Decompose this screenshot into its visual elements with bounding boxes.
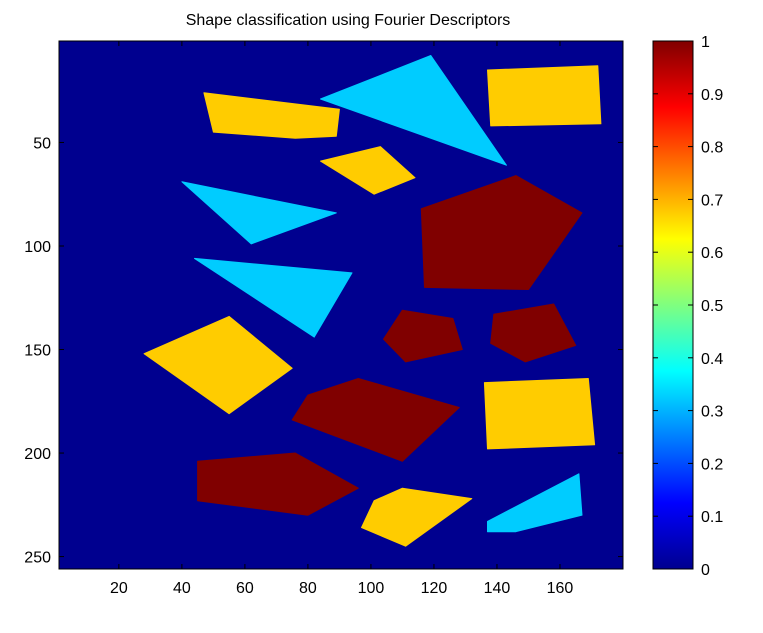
x-tick-label: 60	[236, 580, 254, 597]
x-tick-label: 100	[358, 580, 385, 597]
shape-triangle-5	[181, 181, 337, 245]
colorbar-gradient	[653, 41, 693, 569]
colorbar: 0 0.1 0.2 0.3 0.4 0.5 0.6 0.7 0.8 0.9 1	[652, 34, 723, 579]
colorbar-tick-label: 0.5	[701, 298, 723, 315]
shape-quadrilateral-14	[361, 487, 473, 547]
x-tick-label: 120	[421, 580, 448, 597]
x-tick-label: 20	[110, 580, 128, 597]
x-tick-label: 140	[484, 580, 511, 597]
chart-title: Shape classification using Fourier Descr…	[186, 12, 511, 29]
colorbar-tick-label: 1	[701, 34, 710, 51]
y-axis: 50 100 150 200 250	[24, 135, 623, 567]
shape-quadrilateral-8	[383, 309, 463, 363]
colorbar-tick-label: 0	[701, 562, 710, 579]
shape-quadrilateral-4	[320, 146, 416, 195]
colorbar-tick-label: 0.6	[701, 245, 723, 262]
colorbar-tick-label: 0.9	[701, 87, 723, 104]
shape-quadrilateral-9	[490, 303, 577, 363]
colorbar-tick-label: 0.1	[701, 509, 723, 526]
colorbar-tick-label: 0.7	[701, 192, 723, 209]
x-tick-label: 160	[547, 580, 574, 597]
shape-quadrilateral-1	[203, 92, 340, 139]
colorbar-tick-label: 0.2	[701, 456, 723, 473]
shape-quadrilateral-12	[483, 378, 596, 450]
shape-quadrilateral-3	[487, 65, 602, 127]
shape-quadrilateral-11	[291, 378, 460, 462]
colorbar-ticks: 0 0.1 0.2 0.3 0.4 0.5 0.6 0.7 0.8 0.9 1	[653, 34, 723, 579]
plot-frame	[58, 40, 624, 570]
shape-triangle-2	[320, 55, 507, 166]
y-tick-label: 100	[24, 239, 51, 256]
colorbar-tick-label: 0.8	[701, 140, 723, 157]
y-tick-label: 150	[24, 343, 51, 360]
shape-quadrilateral-15	[487, 473, 583, 533]
colorbar-tick-label: 0.3	[701, 404, 723, 421]
plot-area: 20 40 60 80 100 120 140 160 50 100 150 200 250	[24, 40, 624, 597]
shape-triangle-7	[194, 257, 353, 338]
colorbar-tick-label: 0.4	[701, 351, 723, 368]
shape-pentagon-13	[197, 452, 359, 516]
x-tick-label: 80	[299, 580, 317, 597]
x-axis: 20 40 60 80 100 120 140 160	[110, 41, 573, 597]
y-tick-label: 200	[24, 446, 51, 463]
shapes-layer	[143, 55, 602, 547]
shape-pentagon-6	[420, 175, 583, 290]
y-tick-label: 250	[24, 550, 51, 567]
x-tick-label: 40	[173, 580, 191, 597]
shape-quadrilateral-10	[143, 315, 293, 415]
y-tick-label: 50	[33, 135, 51, 152]
